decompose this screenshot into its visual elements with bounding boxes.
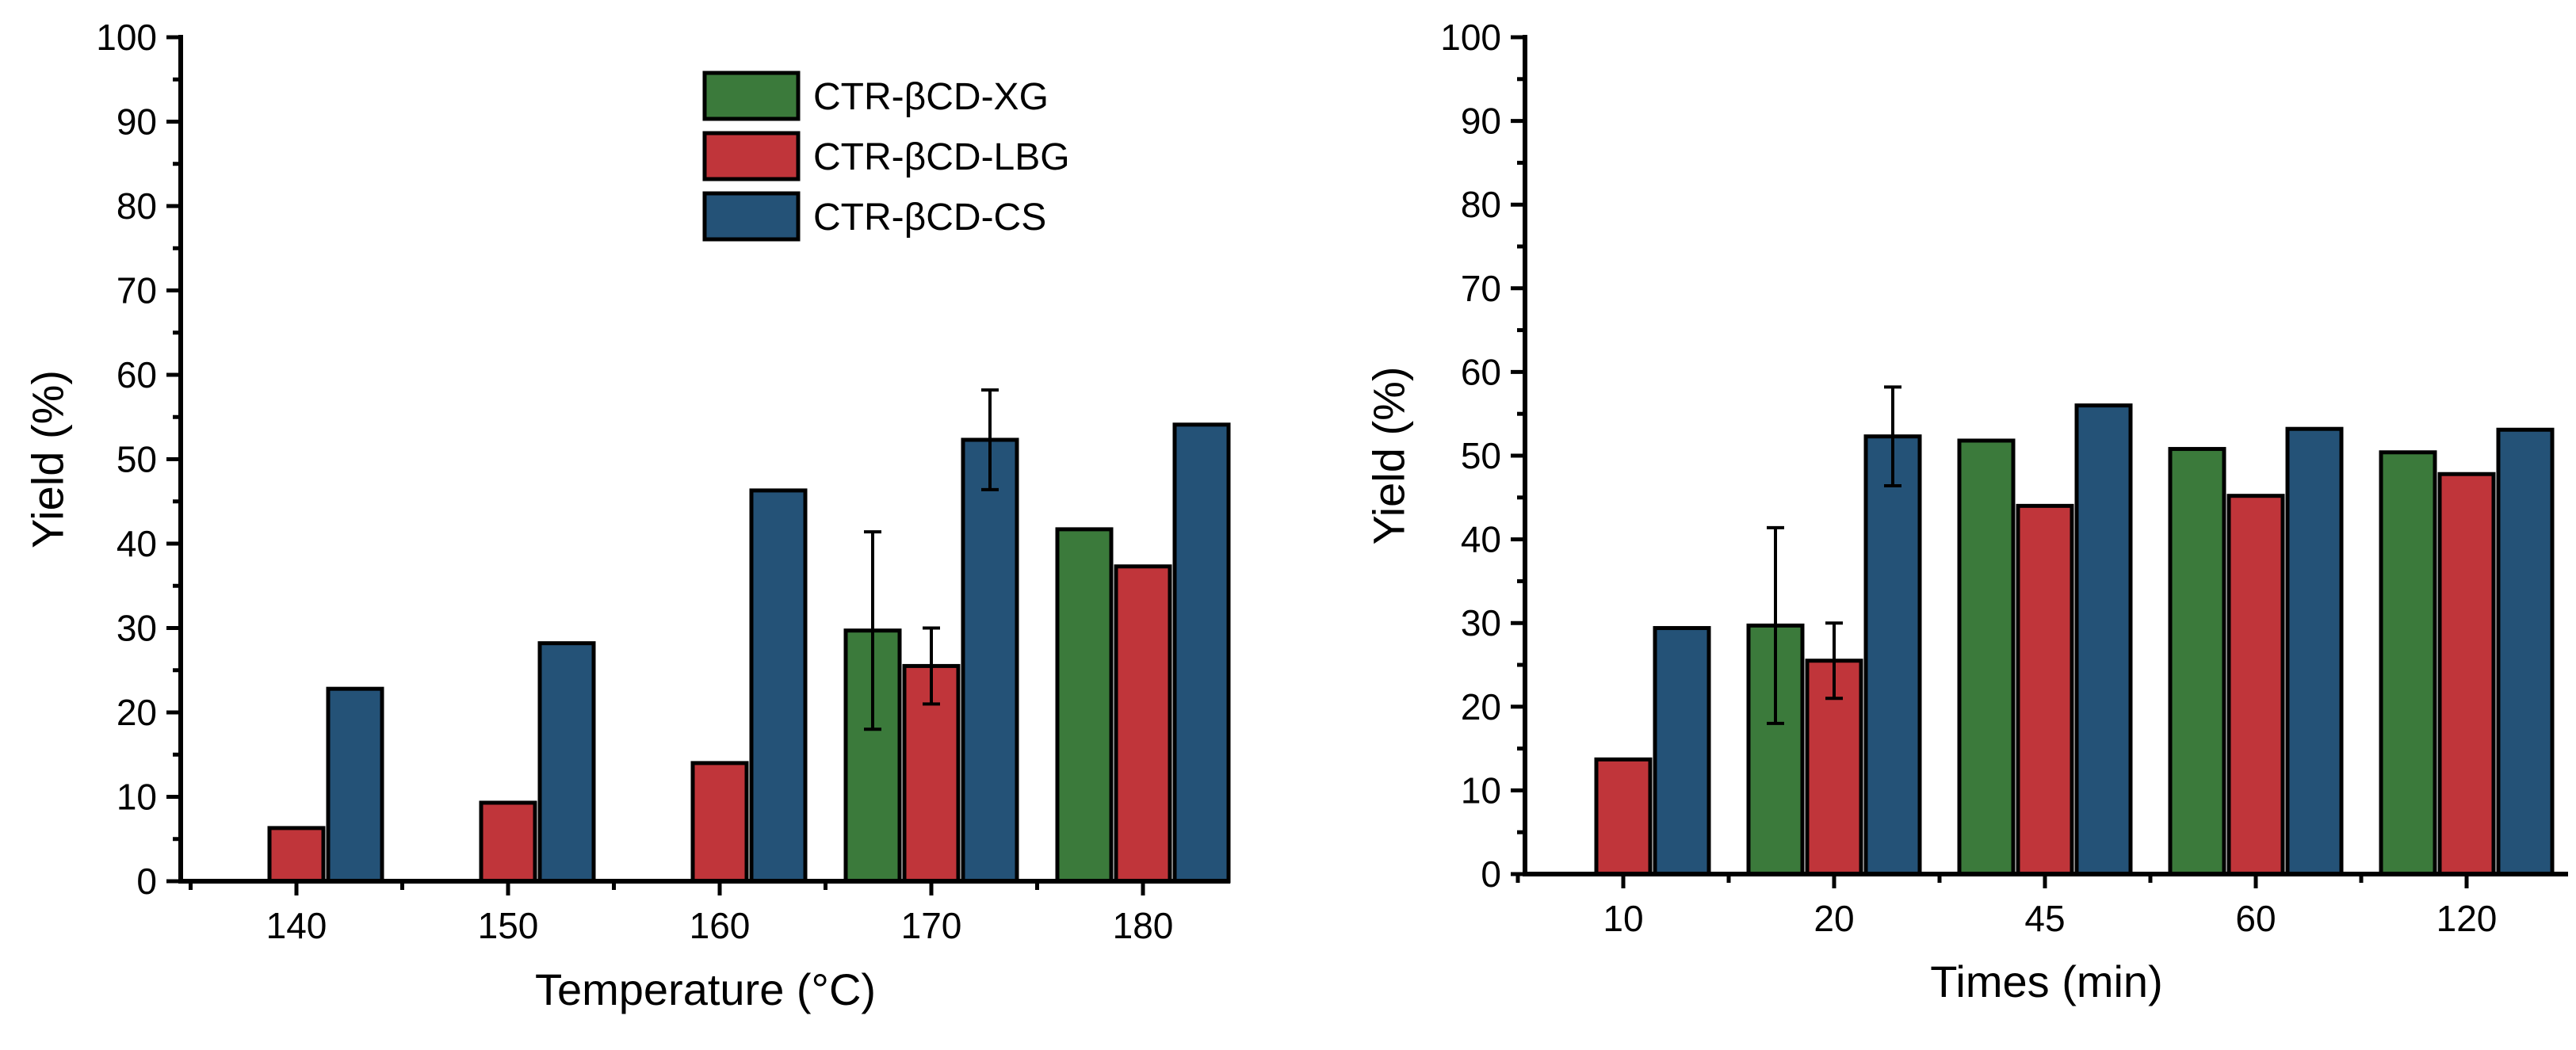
y-tick-label: 50: [1461, 435, 1501, 476]
legend-swatch-ctr-βcd-lbg: [702, 131, 801, 181]
bar-ctr-βcd-cs-180: [1172, 422, 1231, 884]
x-tick-label: 170: [901, 905, 962, 946]
bar-ctr-βcd-cs-120: [2496, 427, 2555, 876]
x-tick-label: 160: [690, 905, 751, 946]
y-tick-label: 70: [117, 270, 157, 311]
legend-label: CTR-βCD-XG: [813, 76, 1049, 118]
bar-ctr-βcd-cs-150: [537, 641, 596, 884]
y-tick-label: 40: [117, 523, 157, 564]
y-tick-label: 30: [117, 608, 157, 649]
x-tick-label: 180: [1113, 905, 1174, 946]
y-tick-label: 20: [117, 692, 157, 733]
bar-ctr-βcd-lbg-160: [690, 761, 749, 884]
y-tick-label: 60: [117, 354, 157, 395]
y-tick-label: 50: [117, 439, 157, 480]
legend-label: CTR-βCD-LBG: [813, 136, 1070, 178]
y-tick-label: 80: [1461, 184, 1501, 225]
bar-ctr-βcd-cs-60: [2285, 426, 2344, 876]
bar-ctr-βcd-lbg-140: [267, 826, 326, 884]
y-tick-label: 30: [1461, 602, 1501, 643]
x-tick-label: 140: [266, 905, 327, 946]
y-tick-label: 100: [1440, 17, 1501, 58]
legend: CTR-βCD-XG CTR-βCD-LBG CTR-βCD-CS: [702, 71, 1070, 242]
x-axis-title: Times (min): [1930, 956, 2162, 1006]
y-tick-label: 90: [1461, 101, 1501, 142]
bar-ctr-βcd-xg-45: [1957, 438, 2016, 876]
y-tick-label: 90: [117, 101, 157, 143]
bar-ctr-βcd-cs-45: [2074, 403, 2133, 876]
bar-ctr-βcd-lbg-45: [2016, 503, 2074, 876]
x-tick-label: 20: [1814, 898, 1854, 939]
y-axis-title: Yield (%): [23, 370, 73, 548]
y-tick-label: 70: [1461, 268, 1501, 309]
bar-ctr-βcd-cs-160: [749, 488, 808, 884]
legend-swatch-ctr-βcd-xg: [702, 71, 801, 121]
bar-ctr-βcd-cs-10: [1653, 626, 1711, 876]
bar-ctr-βcd-lbg-150: [479, 800, 537, 884]
x-tick-label: 150: [478, 905, 539, 946]
y-tick-label: 0: [1481, 853, 1501, 895]
x-axis-title: Temperature (°C): [535, 964, 876, 1014]
y-tick-label: 20: [1461, 686, 1501, 727]
y-tick-label: 80: [117, 185, 157, 227]
x-tick-label: 60: [2235, 898, 2276, 939]
bar-ctr-βcd-cs-20: [1863, 434, 1922, 876]
legend-label: CTR-βCD-CS: [813, 197, 1046, 239]
y-axis-title: Yield (%): [1364, 366, 1414, 544]
bar-ctr-βcd-cs-140: [326, 686, 384, 884]
y-tick-label: 10: [117, 777, 157, 818]
bar-ctr-βcd-lbg-120: [2437, 472, 2496, 876]
y-tick-label: 60: [1461, 351, 1501, 392]
bar-ctr-βcd-lbg-10: [1594, 757, 1653, 876]
x-tick-label: 45: [2024, 898, 2065, 939]
y-tick-label: 40: [1461, 519, 1501, 560]
x-tick-label: 10: [1603, 898, 1643, 939]
x-tick-label: 120: [2436, 898, 2498, 939]
y-tick-label: 0: [136, 861, 157, 902]
bar-ctr-βcd-lbg-180: [1114, 564, 1172, 884]
y-tick-label: 100: [96, 17, 157, 58]
bar-ctr-βcd-lbg-60: [2226, 494, 2285, 876]
time-chart: 0 10 20 30 40 50 60 70 80 90 100 10 20 45 60 120 Times (…: [1364, 17, 2568, 1006]
bar-ctr-βcd-xg-60: [2168, 447, 2226, 876]
temperature-chart: 0 10 20 30 40 50 60 70 80 90 100 140 150 160 170 180 Tem…: [23, 17, 1231, 1014]
y-tick-label: 10: [1461, 769, 1501, 811]
legend-swatch-ctr-βcd-cs: [702, 191, 801, 242]
bar-ctr-βcd-xg-120: [2379, 450, 2437, 876]
bar-ctr-βcd-xg-180: [1055, 527, 1114, 884]
bar-ctr-βcd-cs-170: [961, 437, 1019, 884]
